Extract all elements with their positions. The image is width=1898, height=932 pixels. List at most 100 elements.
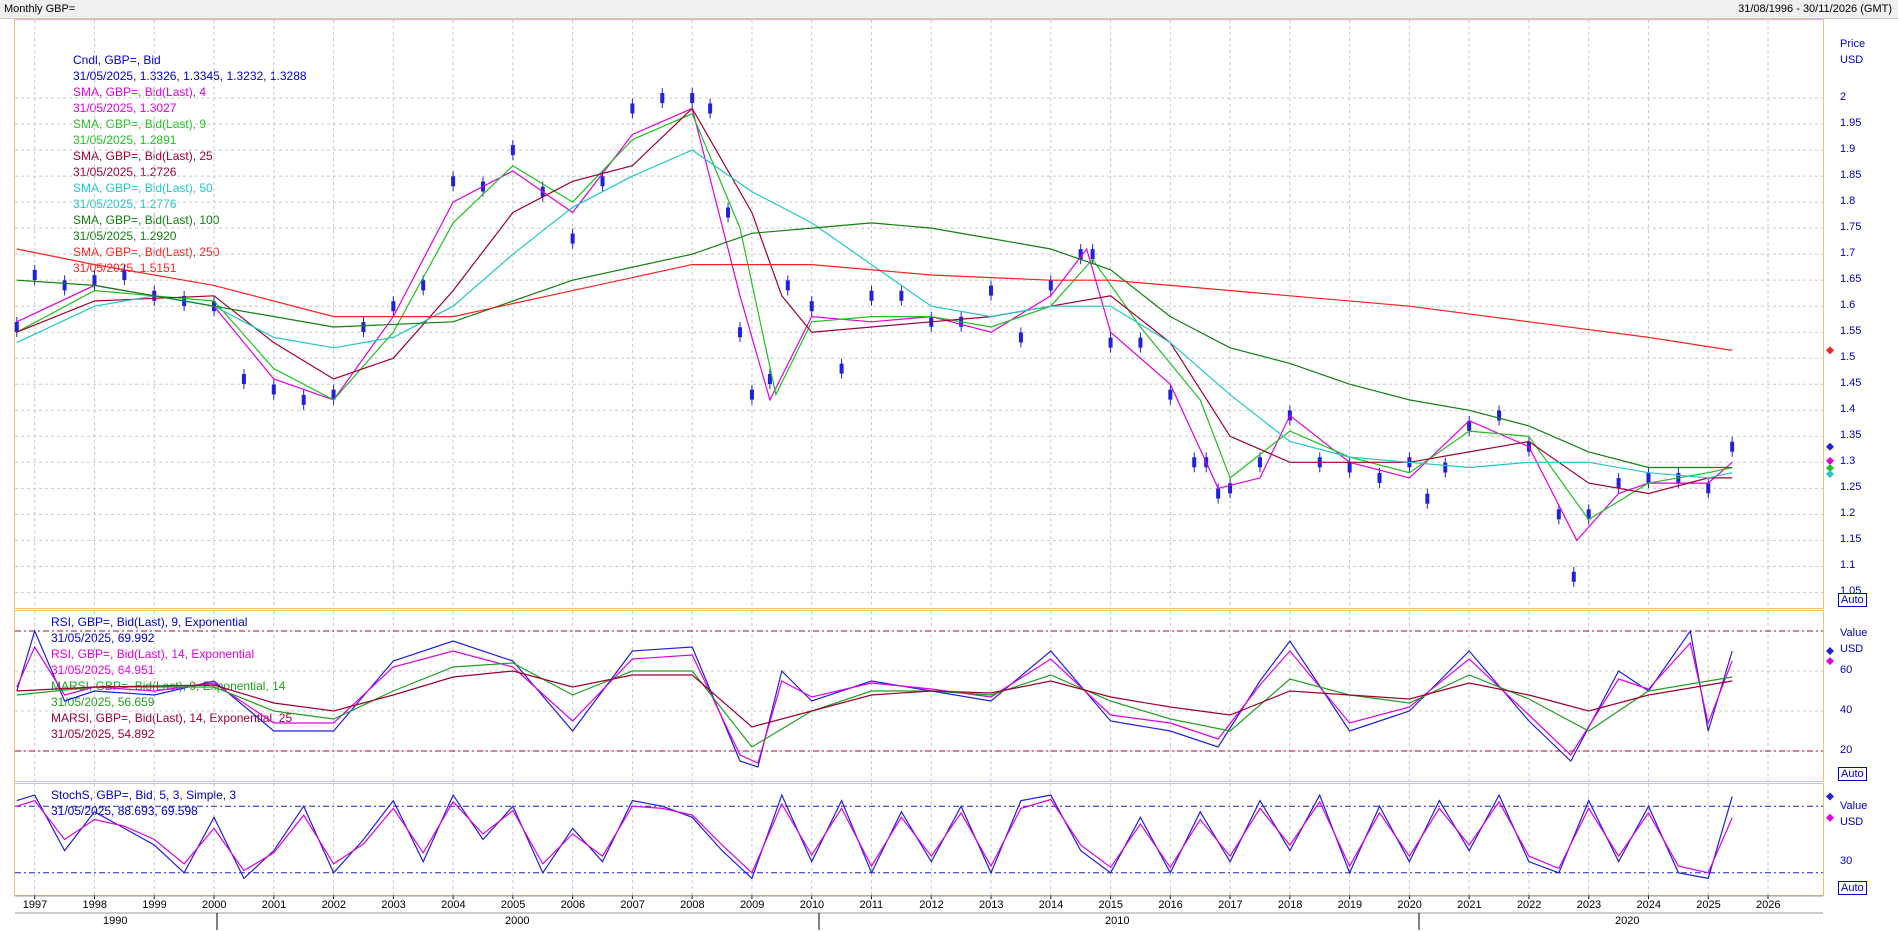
- candle-body: [708, 103, 713, 114]
- x-tick-label: 1997: [22, 899, 48, 911]
- price-tick-label: 1.7: [1840, 247, 1856, 260]
- stoch-line: [16, 793, 1733, 880]
- last-value-marker: [1826, 456, 1834, 465]
- candle-body: [1138, 337, 1143, 348]
- candle-body: [1425, 493, 1430, 504]
- rsi-legend-entry: 31/05/2025, 69.992: [51, 631, 155, 645]
- x-tick-label: 2016: [1158, 899, 1183, 911]
- rsi-legend-entry: RSI, GBP=, Bid(Last), 14, Exponential: [51, 647, 255, 661]
- stoch-line: [16, 798, 1733, 874]
- x-tick-label: 2017: [1218, 899, 1243, 911]
- candle-body: [32, 269, 37, 280]
- x-tick-label: 2004: [441, 899, 466, 911]
- price-tick-label: 1.85: [1840, 169, 1862, 182]
- stoch-axis-unit: USD: [1840, 816, 1864, 828]
- stoch-legend-entry: StochS, GBP=, Bid, 5, 3, Simple, 3: [51, 788, 237, 802]
- price-tick-label: 2: [1840, 91, 1847, 104]
- candle-body: [421, 280, 426, 291]
- price-legend-entry: SMA, GBP=, Bid(Last), 4: [73, 85, 207, 99]
- candle-body: [1090, 249, 1095, 260]
- price-legend: Cndl, GBP=, Bid 31/05/2025, 1.3326, 1.334…: [73, 52, 307, 276]
- x-tick-label: 2025: [1696, 899, 1721, 911]
- x-tick-label: 1998: [82, 899, 107, 911]
- candle-body: [600, 176, 605, 187]
- x-tick-label: 1999: [142, 899, 167, 911]
- price-pane[interactable]: Cndl, GBP=, Bid 31/05/2025, 1.3326, 1.334…: [14, 19, 1824, 609]
- price-axis-title: Price: [1840, 38, 1866, 50]
- date-range: 31/08/1996 - 30/11/2026 (GMT): [1738, 3, 1892, 15]
- rsi-legend-entry: RSI, GBP=, Bid(Last), 9, Exponential: [51, 615, 248, 629]
- candle-body: [726, 207, 731, 218]
- stoch-tick-label: 30: [1840, 854, 1853, 867]
- candle-body: [1706, 483, 1711, 494]
- candle-body: [331, 389, 336, 400]
- x-tick-label: 2019: [1337, 899, 1363, 911]
- sma-line: [16, 107, 1733, 495]
- candle-body: [737, 327, 742, 338]
- last-value-marker: [1826, 647, 1834, 656]
- price-legend-entry: SMA, GBP=, Bid(Last), 250: [73, 245, 220, 259]
- candle-body: [391, 301, 396, 312]
- candle-body: [122, 269, 127, 280]
- price-legend-entry: 31/05/2025, 1.2891: [73, 133, 177, 147]
- price-tick-label: 1.35: [1840, 429, 1862, 442]
- candle-body: [839, 363, 844, 374]
- candle-body: [1646, 472, 1651, 483]
- candle-body: [1586, 509, 1591, 520]
- x-tick-label: 2011: [859, 899, 884, 911]
- candle-body: [989, 285, 994, 296]
- candle-body: [241, 374, 246, 385]
- rsi-tick-label: 40: [1840, 704, 1853, 716]
- price-tick-label: 1.8: [1840, 195, 1856, 208]
- price-tick-label: 1.25: [1840, 481, 1862, 494]
- price-auto-button[interactable]: Auto: [1838, 593, 1867, 607]
- candle-body: [899, 290, 904, 301]
- sma-line: [16, 248, 1733, 351]
- price-tick-label: 1.2: [1840, 507, 1856, 520]
- x-tick-label: 2003: [381, 899, 406, 911]
- price-axis-unit: USD: [1840, 54, 1864, 66]
- x-tick-label: 2005: [500, 899, 526, 911]
- candle-body: [1192, 457, 1197, 468]
- candle-body: [630, 103, 635, 114]
- rsi-line: [16, 670, 1733, 728]
- stoch-auto-button[interactable]: Auto: [1838, 881, 1867, 895]
- stoch-legend: StochS, GBP=, Bid, 5, 3, Simple, 3 31/05/…: [51, 787, 236, 819]
- candle-body: [1443, 462, 1448, 473]
- candle-body: [1571, 571, 1576, 582]
- x-decade-label: 2000: [505, 915, 530, 927]
- price-legend-entry: 31/05/2025, 1.2726: [73, 165, 177, 179]
- x-decade-label: 2010: [1105, 915, 1130, 927]
- x-tick-label: 2023: [1576, 899, 1602, 911]
- x-tick-label: 2010: [799, 899, 825, 911]
- price-tick-label: 1.9: [1840, 143, 1856, 156]
- x-tick-label: 2000: [202, 899, 227, 911]
- sma-line: [16, 112, 1733, 521]
- rsi-auto-button[interactable]: Auto: [1838, 767, 1867, 781]
- price-legend-entry: SMA, GBP=, Bid(Last), 9: [73, 117, 207, 131]
- x-tick-label: 2006: [560, 899, 586, 911]
- x-tick-label: 2001: [261, 899, 287, 911]
- x-tick-label: 2014: [1038, 899, 1064, 911]
- rsi-legend-entry: 31/05/2025, 54.892: [51, 727, 155, 741]
- candle-body: [749, 389, 754, 400]
- x-tick-label: 2024: [1636, 899, 1661, 911]
- candle-body: [1108, 337, 1113, 348]
- candle-body: [1228, 483, 1233, 494]
- candle-body: [1467, 420, 1472, 431]
- candle-body: [1168, 389, 1173, 400]
- candle-body: [1347, 462, 1352, 473]
- price-tick-label: 1.1: [1840, 559, 1856, 572]
- candle-body: [809, 301, 814, 312]
- stoch-axis-title: Value: [1840, 800, 1868, 812]
- last-value-marker: [1826, 813, 1834, 822]
- price-legend-entry: 31/05/2025, 1.3326, 1.3345, 1.3232, 1.32…: [73, 69, 307, 83]
- x-tick-label: 2012: [919, 899, 944, 911]
- x-tick-label: 2018: [1277, 899, 1303, 911]
- rsi-tick-label: 60: [1840, 664, 1853, 676]
- candle-body: [1556, 509, 1561, 520]
- x-tick-label: 2007: [620, 899, 645, 911]
- price-tick-label: 1.15: [1840, 533, 1862, 546]
- rsi-line: [16, 662, 1733, 748]
